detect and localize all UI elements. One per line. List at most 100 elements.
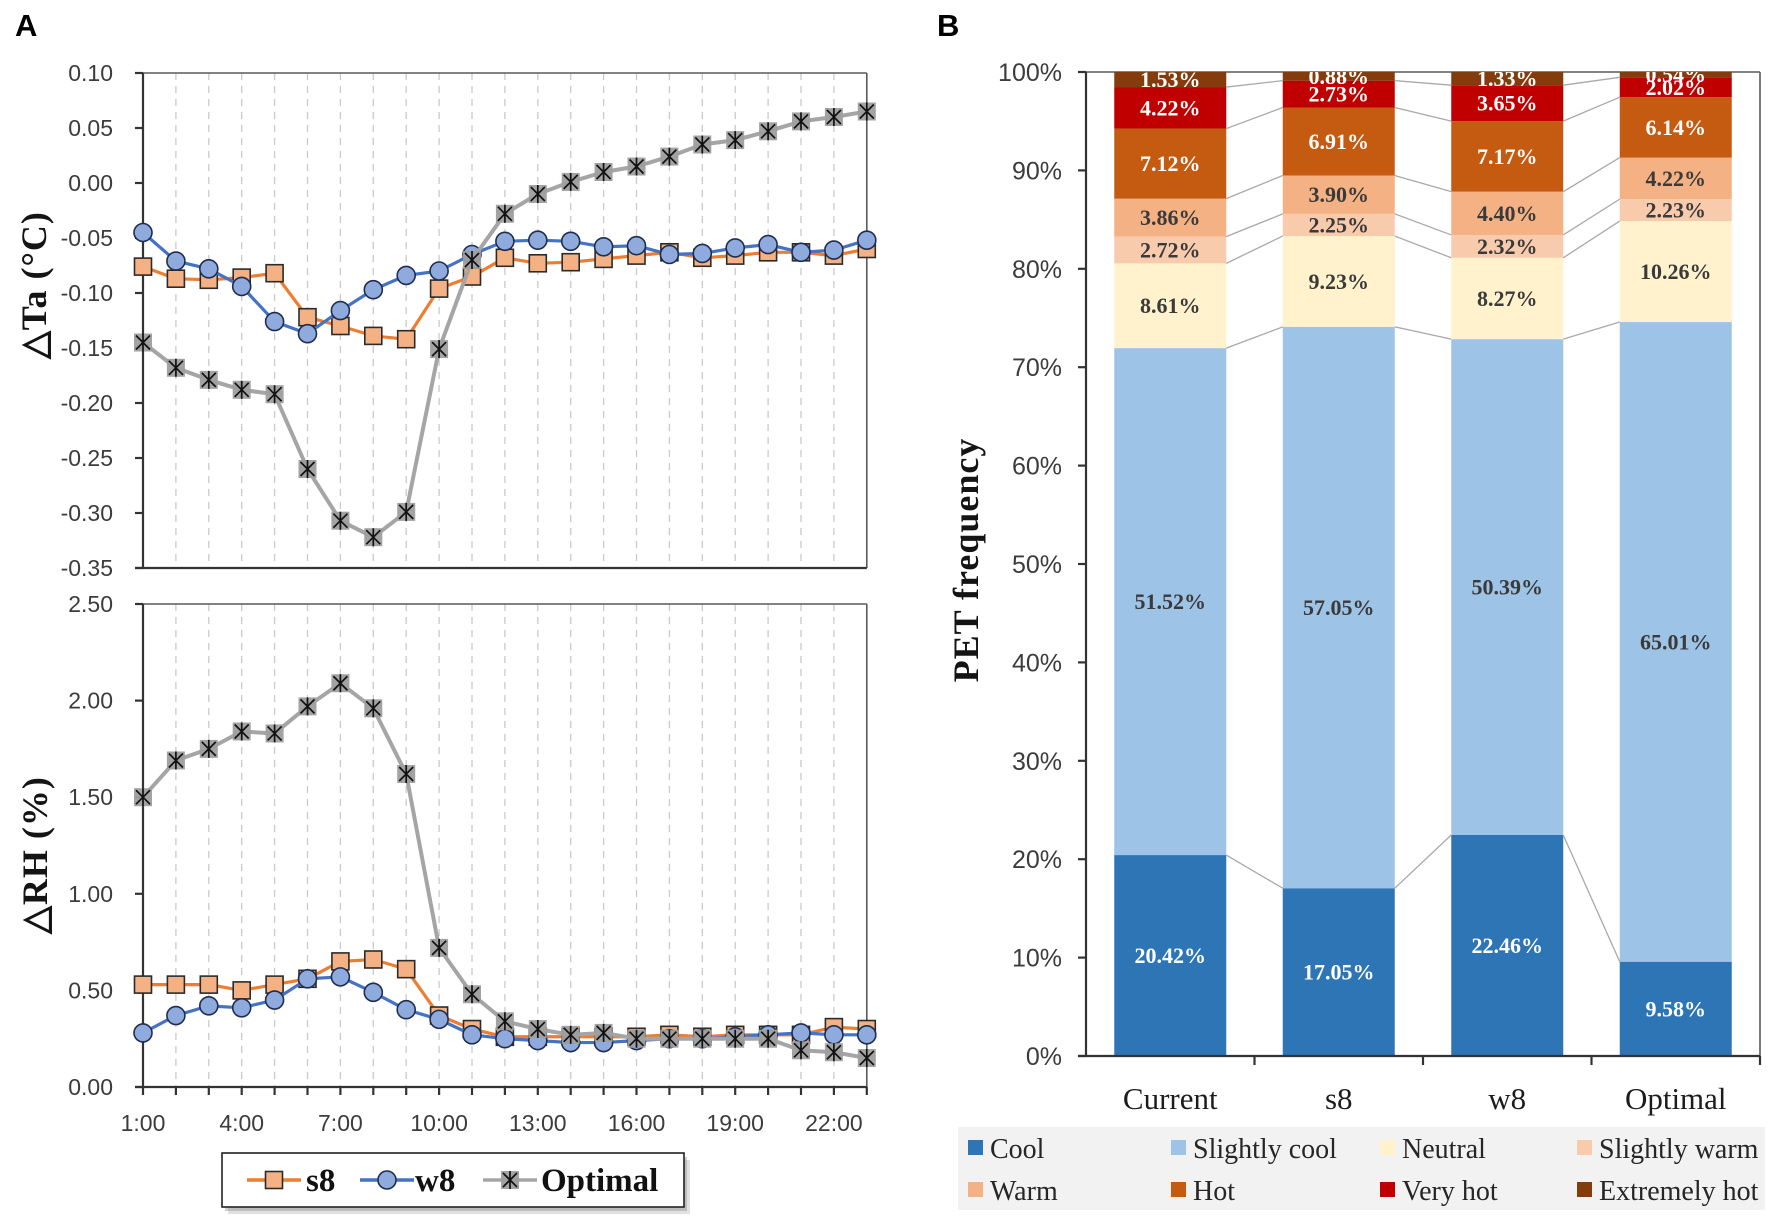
optimal-marker — [792, 112, 810, 131]
bar-label: 65.01% — [1640, 629, 1712, 654]
optimal-marker-asterisk — [859, 1049, 875, 1068]
w8-marker — [495, 231, 515, 252]
s8-marker — [264, 1170, 284, 1190]
legend-swatch — [1577, 1140, 1592, 1155]
connector-line — [1562, 220, 1621, 259]
w8-marker — [725, 238, 746, 258]
legend-label: w8 — [415, 1163, 455, 1199]
w8-marker — [363, 279, 384, 300]
bar-label: 8.27% — [1477, 286, 1538, 311]
connector-line — [1225, 854, 1284, 889]
connector-line — [1394, 834, 1452, 889]
legend-background — [958, 1127, 1765, 1210]
bar-segment-cool — [1451, 834, 1564, 1056]
w8-marker — [231, 276, 252, 297]
x-tick-label: 1:00 — [121, 1110, 166, 1136]
legend-item-extremely-hot: Extremely hot — [1577, 1176, 1759, 1207]
optimal-marker — [660, 1029, 679, 1048]
connector-line — [1226, 174, 1283, 200]
s8-marker — [429, 279, 449, 298]
w8-marker — [626, 235, 647, 256]
bar-segment-slightly-cool — [1114, 348, 1227, 856]
bar-label: 2.72% — [1140, 238, 1201, 263]
category-label: s8 — [1325, 1081, 1353, 1116]
optimal-marker-asterisk — [595, 1023, 612, 1042]
w8-marker — [297, 323, 318, 344]
optimal-marker — [594, 1023, 613, 1042]
bar-segment-extremely-hot — [1619, 72, 1732, 78]
legend-label: Hot — [1193, 1176, 1235, 1207]
legend-item-warm: Warm — [968, 1176, 1058, 1207]
w8-marker — [856, 1025, 877, 1045]
connector-line — [1394, 213, 1452, 236]
bar-segment-slightly-warm — [1451, 234, 1564, 258]
connector-line — [1394, 80, 1452, 86]
legend-item-optimal: Optimal — [483, 1163, 658, 1199]
optimal-marker-asterisk — [135, 788, 151, 807]
w8-marker — [856, 230, 877, 250]
y-tick-label: -0.25 — [61, 445, 113, 471]
x-tick-label: 7:00 — [318, 1110, 363, 1136]
optimal-marker-asterisk — [502, 1171, 518, 1189]
optimal-marker-asterisk — [497, 204, 513, 223]
optimal-marker-asterisk — [727, 1029, 743, 1048]
w8-marker — [133, 222, 153, 243]
bar-label: 3.86% — [1140, 205, 1201, 230]
w8-marker — [593, 237, 614, 257]
connector-line — [1225, 235, 1284, 264]
optimal-marker-asterisk — [266, 724, 283, 743]
optimal-marker — [501, 1171, 519, 1189]
optimal-marker-asterisk — [135, 333, 151, 352]
y-tick-label: 50% — [1012, 551, 1062, 579]
y-tick-label: -0.15 — [61, 335, 113, 361]
bar-label: 17.05% — [1303, 960, 1375, 985]
optimal-marker-asterisk — [234, 722, 250, 741]
legend-label: Slightly warm — [1599, 1134, 1759, 1165]
optimal-marker — [561, 172, 580, 191]
w8-marker — [824, 1025, 844, 1045]
w8-marker — [758, 234, 778, 255]
series-optimal — [134, 102, 876, 547]
optimal-marker — [792, 1041, 810, 1060]
panel-b-label: B — [937, 8, 959, 43]
optimal-marker-asterisk — [201, 739, 217, 758]
optimal-marker-asterisk — [563, 1025, 579, 1044]
connector-line — [1562, 834, 1621, 962]
w8-marker — [133, 1023, 153, 1043]
y-tick-label: 30% — [1012, 748, 1062, 776]
w8-marker — [166, 1005, 186, 1026]
optimal-marker — [331, 511, 350, 530]
y-tick-label: 0.00 — [68, 1074, 113, 1100]
bar-segment-very-hot — [1451, 85, 1564, 122]
s8-marker — [166, 975, 186, 994]
bar-segment-hot — [1451, 121, 1564, 192]
bar-segment-slightly-cool — [1619, 322, 1732, 962]
x-tick-label: 10:00 — [410, 1110, 468, 1136]
bar-label: 22.46% — [1472, 933, 1544, 958]
y-axis-title-delta-ta: △Ta (°C) — [14, 211, 54, 360]
optimal-marker — [627, 1029, 646, 1048]
w8-marker — [791, 1023, 811, 1043]
s8-marker — [528, 254, 548, 273]
legend-swatch — [1171, 1182, 1186, 1197]
legend-item-slightly-warm: Slightly warm — [1577, 1134, 1759, 1165]
optimal-marker — [397, 502, 416, 521]
optimal-marker-asterisk — [365, 699, 381, 718]
optimal-marker-asterisk — [299, 460, 316, 478]
bars — [1114, 72, 1732, 1056]
bar-segment-slightly-warm — [1114, 236, 1227, 264]
category-label: Optimal — [1625, 1081, 1727, 1116]
bar-label: 0.54% — [1646, 62, 1707, 87]
bar-segment-slightly-warm — [1282, 213, 1395, 237]
y-tick-label: 90% — [1012, 157, 1062, 185]
s8-marker — [396, 959, 416, 979]
bar-segment-neutral — [1451, 257, 1564, 340]
bar-label: 9.58% — [1646, 996, 1707, 1021]
legend-item-hot: Hot — [1171, 1176, 1235, 1207]
w8-marker — [396, 265, 417, 286]
w8-marker — [824, 240, 844, 260]
optimal-marker-asterisk — [694, 135, 710, 154]
legend-swatch — [968, 1140, 983, 1155]
s8-marker — [199, 975, 219, 994]
bar-segment-very-hot — [1619, 77, 1732, 98]
